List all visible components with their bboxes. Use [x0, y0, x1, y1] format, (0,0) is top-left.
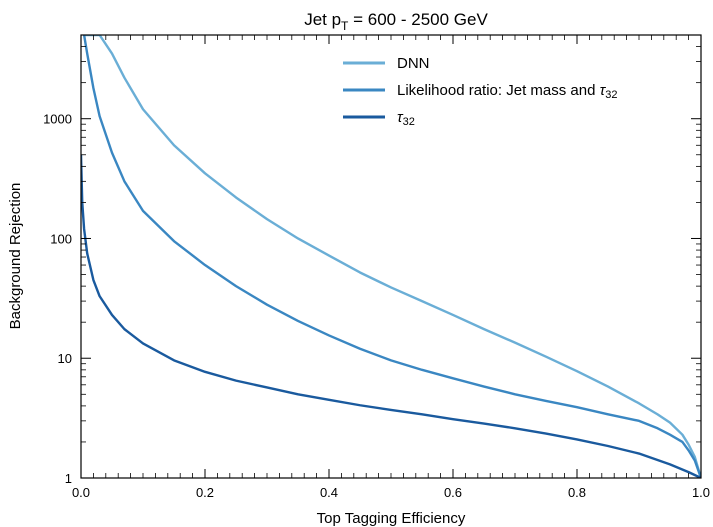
y-tick-label: 100	[50, 231, 72, 246]
legend-tau32-sub: 32	[403, 116, 415, 128]
legend: DNN Likelihood ratio: Jet mass and τ32 τ…	[343, 55, 618, 128]
series-line-dnn	[84, 35, 701, 478]
x-tick-label: 0.2	[196, 485, 214, 500]
y-tick-label: 1000	[43, 112, 72, 127]
legend-tau32-symbol: τ	[397, 109, 404, 126]
series-group	[81, 35, 701, 478]
title-prefix: Jet p	[304, 10, 341, 29]
legend-likelihood-sub: 32	[605, 89, 617, 101]
x-tick-label: 0.0	[72, 485, 90, 500]
x-tick-label: 0.8	[568, 485, 586, 500]
legend-likelihood-symbol: τ	[600, 82, 607, 99]
legend-label-likelihood: Likelihood ratio: Jet mass and τ32	[397, 82, 618, 101]
title-subscript: T	[341, 19, 349, 33]
x-tick-label: 0.4	[320, 485, 338, 500]
title-suffix: = 600 - 2500 GeV	[348, 10, 488, 29]
series-line-likelihood-ratio	[82, 35, 701, 478]
legend-label-dnn: DNN	[397, 55, 430, 72]
legend-label-tau32: τ32	[397, 109, 415, 128]
plot-frame	[80, 34, 702, 479]
plot-area	[80, 34, 702, 479]
x-axis: 0.0 0.2 0.4 0.6 0.8 1.0	[72, 35, 710, 500]
x-axis-label: Top Tagging Efficiency	[317, 510, 466, 527]
x-tick-label: 1.0	[692, 485, 710, 500]
y-axis: 1 10 100 1000	[43, 34, 701, 486]
x-tick-label: 0.6	[444, 485, 462, 500]
y-tick-label: 10	[58, 351, 72, 366]
y-tick-label: 1	[65, 471, 72, 486]
series-line-tau32	[81, 154, 701, 478]
legend-likelihood-prefix: Likelihood ratio: Jet mass and	[397, 82, 600, 99]
y-axis-label: Background Rejection	[7, 183, 24, 330]
chart-title: Jet pT = 600 - 2500 GeV	[304, 10, 488, 33]
